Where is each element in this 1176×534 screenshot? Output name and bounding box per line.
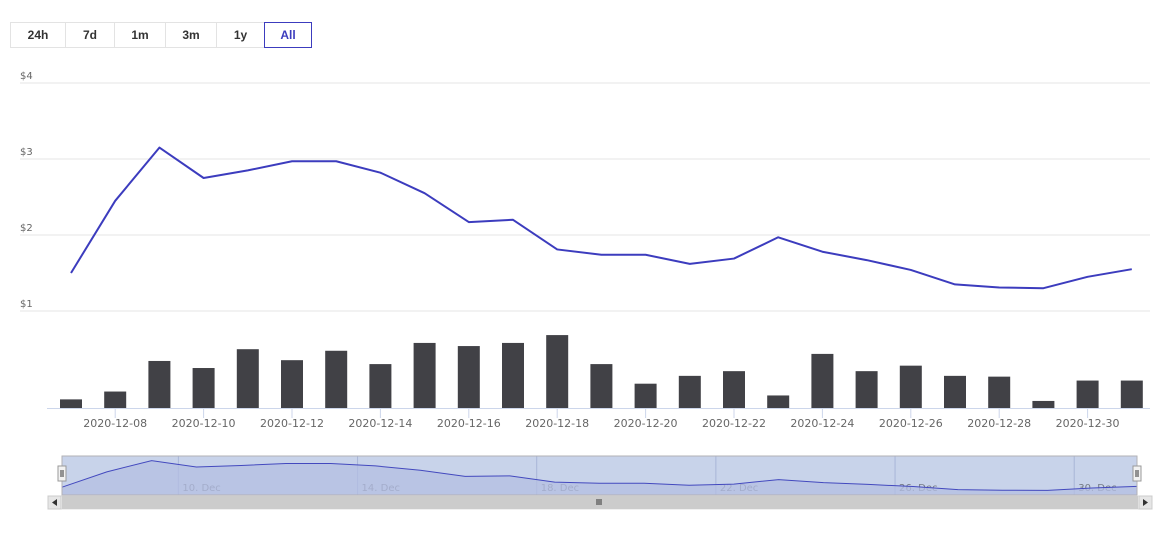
navigator-line <box>61 460 1138 491</box>
price-point[interactable] <box>598 252 604 258</box>
price-tick-label: $2 <box>20 223 33 234</box>
volume-bar <box>60 399 82 408</box>
volume-bar <box>944 375 966 408</box>
price-tick-label: $3 <box>20 147 33 158</box>
volume-bar <box>413 342 436 408</box>
navigator-left-handle[interactable] <box>57 465 67 482</box>
grid-lines <box>20 82 1150 312</box>
x-tick-label: 2020-12-30 <box>1056 417 1120 430</box>
range-button-7d[interactable]: 7d <box>65 22 114 48</box>
x-tick-label: 2020-12-12 <box>260 417 324 430</box>
volume-bar <box>236 349 259 408</box>
price-point[interactable] <box>245 167 251 173</box>
volume-bar <box>634 383 657 408</box>
volume-bar <box>369 364 392 408</box>
price-point[interactable] <box>112 198 118 204</box>
price-point[interactable] <box>201 175 207 181</box>
x-tick-label: 2020-12-14 <box>348 417 412 430</box>
price-point[interactable] <box>775 234 781 240</box>
price-point[interactable] <box>68 270 74 276</box>
volume-bar <box>104 391 127 408</box>
date-axis: 2020-12-08 2020-12-10 2020-12-12 2020-12-14… <box>47 408 1150 430</box>
price-point[interactable] <box>864 257 870 263</box>
price-point[interactable] <box>1129 266 1135 272</box>
volume-bar <box>590 364 613 408</box>
volume-bar <box>988 376 1011 408</box>
volume-bar <box>678 375 701 408</box>
x-tick-label: 2020-12-28 <box>967 417 1031 430</box>
range-selector: 24h 7d 1m 3m 1y All <box>10 22 312 48</box>
price-point[interactable] <box>819 249 825 255</box>
price-point[interactable] <box>422 190 428 196</box>
volume-bar <box>281 360 303 408</box>
price-point[interactable] <box>377 170 383 176</box>
x-tick-label: 2020-12-24 <box>790 417 854 430</box>
price-tick-label: $1 <box>20 299 33 310</box>
volume-bar <box>148 360 171 408</box>
volume-bar <box>457 346 480 408</box>
scroll-left-arrow-icon[interactable] <box>47 495 62 510</box>
volume-bar <box>855 371 878 408</box>
x-tick-label: 2020-12-08 <box>83 417 147 430</box>
volume-bars <box>60 335 1143 408</box>
price-point[interactable] <box>952 281 958 287</box>
price-point[interactable] <box>156 145 162 151</box>
navigator-selection[interactable] <box>61 455 1138 496</box>
range-button-1m[interactable]: 1m <box>114 22 165 48</box>
scrollbar[interactable] <box>47 495 1153 510</box>
volume-bar <box>1032 400 1055 408</box>
scroll-right-arrow-icon[interactable] <box>1138 495 1153 510</box>
price-point[interactable] <box>466 219 472 225</box>
navigator[interactable]: 10. Dec14. Dec18. Dec22. Dec26. Dec30. D… <box>57 455 1142 496</box>
price-tick-label: $4 <box>20 71 33 82</box>
scrollbar-thumb[interactable] <box>62 496 1138 509</box>
range-button-3m[interactable]: 3m <box>165 22 216 48</box>
price-point[interactable] <box>687 261 693 267</box>
volume-bar <box>502 342 524 408</box>
x-tick-label: 2020-12-18 <box>525 417 589 430</box>
price-point[interactable] <box>554 246 560 252</box>
price-axis: $1 $2 $3 $4 <box>20 71 33 310</box>
price-point[interactable] <box>289 158 295 164</box>
volume-bar <box>1120 380 1143 408</box>
volume-bar <box>192 368 215 408</box>
volume-bar <box>899 365 922 408</box>
price-point[interactable] <box>908 267 914 273</box>
x-tick-label: 2020-12-16 <box>437 417 501 430</box>
price-point[interactable] <box>1040 285 1046 291</box>
x-tick-label: 2020-12-10 <box>172 417 236 430</box>
price-point[interactable] <box>731 256 737 262</box>
x-tick-label: 2020-12-20 <box>614 417 678 430</box>
range-button-24h[interactable]: 24h <box>10 22 65 48</box>
price-line <box>70 146 1132 290</box>
navigator-right-handle[interactable] <box>1132 465 1142 482</box>
volume-bar <box>811 353 834 408</box>
navigator-area <box>62 460 1137 495</box>
price-point[interactable] <box>333 158 339 164</box>
price-point[interactable] <box>643 252 649 258</box>
range-button-1y[interactable]: 1y <box>216 22 264 48</box>
price-point[interactable] <box>996 284 1002 290</box>
x-tick-label: 2020-12-26 <box>879 417 943 430</box>
price-point[interactable] <box>510 217 516 223</box>
volume-bar <box>723 371 745 408</box>
volume-bar <box>767 395 790 408</box>
volume-bar <box>546 335 569 408</box>
range-button-all[interactable]: All <box>264 22 312 48</box>
price-point[interactable] <box>1085 274 1091 280</box>
volume-bar <box>325 350 348 408</box>
price-line-series <box>68 145 1135 291</box>
volume-bar <box>1076 380 1099 408</box>
x-tick-label: 2020-12-22 <box>702 417 766 430</box>
